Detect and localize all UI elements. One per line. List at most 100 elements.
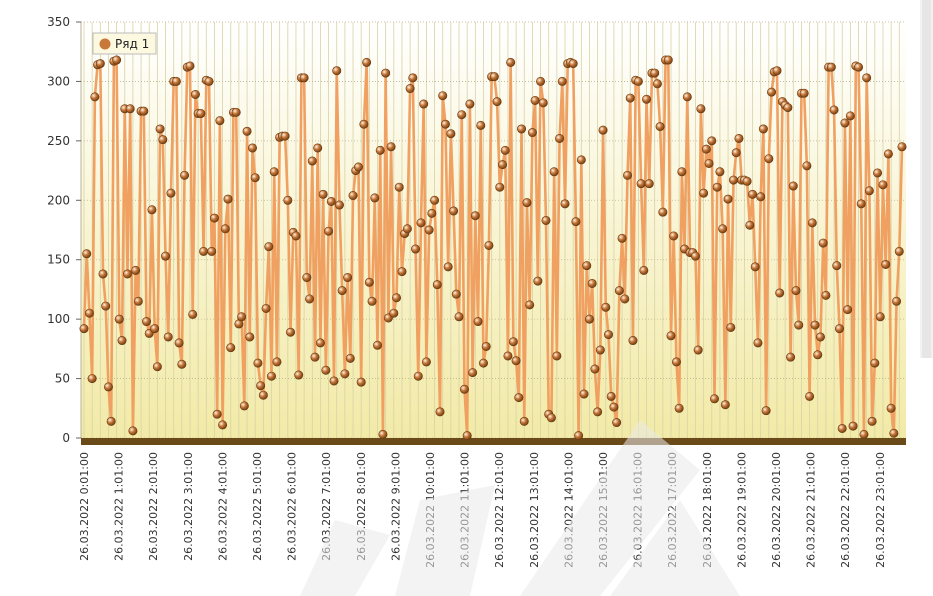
data-point-marker (555, 133, 565, 143)
data-point-marker (503, 351, 513, 361)
data-point-marker (867, 416, 877, 426)
data-point-marker (389, 308, 399, 318)
data-point-marker (158, 135, 168, 145)
data-point-marker (498, 160, 508, 170)
data-point-marker (432, 280, 442, 290)
data-point-marker (353, 162, 363, 172)
data-point-marker (625, 93, 635, 103)
data-point-marker (734, 133, 744, 143)
data-point-marker (682, 92, 692, 102)
data-point-marker (392, 293, 402, 303)
data-point-marker (530, 95, 540, 105)
data-point-marker (142, 317, 152, 327)
data-point-marker (533, 276, 543, 286)
data-point-marker (174, 338, 184, 348)
data-point-marker (413, 371, 423, 381)
data-point-marker (139, 106, 149, 116)
y-tick-label: 350 (47, 15, 70, 29)
data-point-marker (307, 156, 317, 166)
data-point-marker (359, 119, 369, 129)
data-point-marker (595, 345, 605, 355)
data-point-marker (332, 66, 342, 76)
data-point-marker (367, 296, 377, 306)
data-point-marker (506, 57, 516, 67)
data-point-marker (343, 273, 353, 283)
data-point-marker (313, 143, 323, 153)
data-point-marker (329, 376, 339, 386)
x-tick-label: 26.03.2022 7:01:00 (320, 452, 333, 561)
data-point-marker (587, 278, 597, 288)
data-point-marker (764, 154, 774, 164)
legend-box (92, 32, 157, 55)
scrollbar-thumb[interactable] (922, 0, 931, 358)
data-point-marker (188, 309, 198, 319)
data-point-marker (84, 308, 94, 318)
data-point-marker (834, 324, 844, 334)
x-tick-label: 26.03.2022 4:01:00 (216, 452, 229, 561)
data-point-marker (98, 269, 108, 279)
y-axis-ticks: 0 50 100 150 200 250 300 350 (47, 15, 81, 445)
y-tick-label: 300 (47, 74, 70, 88)
x-tick-label: 26.03.2022 16:01:00 (632, 452, 645, 568)
data-point-marker (612, 418, 622, 428)
data-point-marker (536, 76, 546, 86)
data-point-marker (704, 158, 714, 168)
data-point-marker (427, 208, 437, 218)
data-point-marker (644, 179, 654, 189)
vertical-scrollbar[interactable] (920, 0, 933, 358)
data-point-marker (590, 364, 600, 374)
data-point-marker (473, 317, 483, 327)
data-point-marker (818, 238, 828, 248)
data-point-marker (772, 66, 782, 76)
data-point-marker (883, 149, 893, 159)
data-point-marker (723, 194, 733, 204)
data-point-marker (133, 296, 143, 306)
data-point-marker (147, 205, 157, 215)
data-point-marker (582, 261, 592, 271)
data-point-marker (419, 99, 429, 109)
data-point-marker (840, 118, 850, 128)
data-point-marker (209, 213, 219, 223)
data-point-marker (465, 99, 475, 109)
data-point-marker (767, 87, 777, 97)
data-point-marker (786, 352, 796, 362)
x-tick-label: 26.03.2022 10:01:00 (424, 452, 437, 568)
data-point-marker (663, 55, 673, 65)
data-point-marker (633, 76, 643, 86)
data-point-marker (709, 394, 719, 404)
data-point-marker (652, 79, 662, 89)
data-point-marker (750, 262, 760, 272)
data-point-marker (623, 170, 633, 180)
data-point-marker (394, 182, 404, 192)
data-point-marker (731, 148, 741, 158)
data-point-marker (421, 357, 431, 367)
y-tick-label: 200 (47, 193, 70, 207)
data-point-marker (90, 92, 100, 102)
data-point-marker (799, 88, 809, 98)
data-point-marker (519, 416, 529, 426)
data-point-marker (190, 90, 200, 100)
data-point-marker (283, 195, 293, 205)
data-point-marker (370, 193, 380, 203)
data-point-marker (856, 199, 866, 209)
x-tick-label: 26.03.2022 13:01:00 (528, 452, 541, 568)
data-point-marker (171, 76, 181, 86)
data-point-marker (310, 352, 320, 362)
x-tick-label: 26.03.2022 19:01:00 (735, 452, 748, 568)
data-point-marker (315, 338, 325, 348)
y-tick-label: 150 (47, 253, 70, 267)
data-point-marker (215, 116, 225, 126)
data-point-marker (405, 84, 415, 94)
data-point-marker (843, 305, 853, 315)
data-point-marker (150, 324, 160, 334)
data-point-marker (718, 224, 728, 234)
data-point-marker (242, 126, 252, 136)
data-point-marker (584, 314, 594, 324)
legend: Ряд 1 (92, 32, 157, 55)
data-point-marker (457, 110, 467, 120)
data-point-marker (650, 68, 660, 78)
data-point-marker (807, 218, 817, 228)
data-point-marker (658, 207, 668, 217)
data-point-marker (875, 312, 885, 322)
data-point-marker (321, 365, 331, 375)
